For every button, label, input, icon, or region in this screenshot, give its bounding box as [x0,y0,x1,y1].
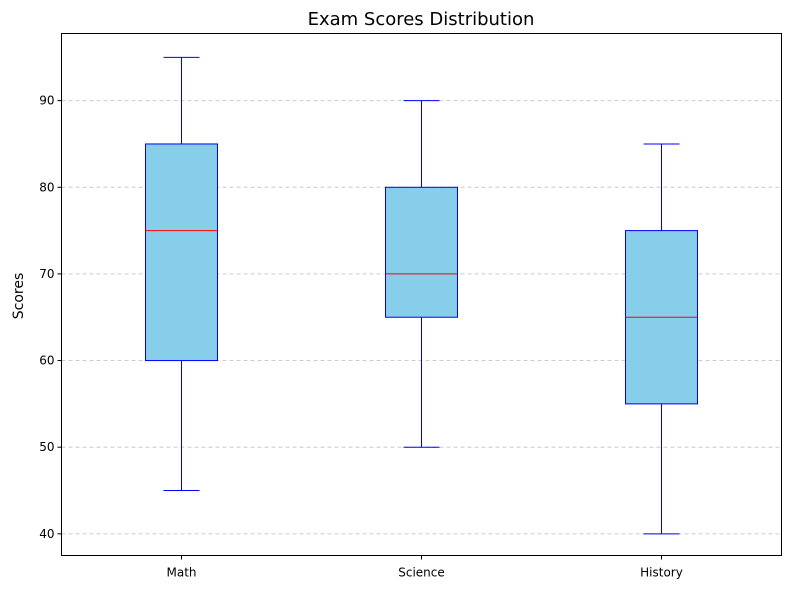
x-tick-label: History [640,566,683,580]
x-tick-label: Math [166,566,196,580]
y-tick-label: 50 [39,440,54,454]
axes: 40 50 60 70 80 90 Math Science History [39,94,683,580]
x-tick-label: Science [398,566,445,580]
y-axis-label: Scores [11,273,27,320]
boxes [145,56,698,535]
box-group-science [385,100,458,448]
y-tick-label: 90 [39,94,54,108]
y-tick-label: 60 [39,354,54,368]
y-tick-label: 80 [39,180,54,194]
chart-title: Exam Scores Distribution [308,9,535,30]
y-tick-label: 40 [39,527,54,541]
box-group-history [625,143,698,535]
iqr-box [385,186,458,318]
box-group-math [145,56,218,492]
iqr-box [145,143,218,362]
y-tick-label: 70 [39,267,54,281]
plot-frame [61,33,782,556]
